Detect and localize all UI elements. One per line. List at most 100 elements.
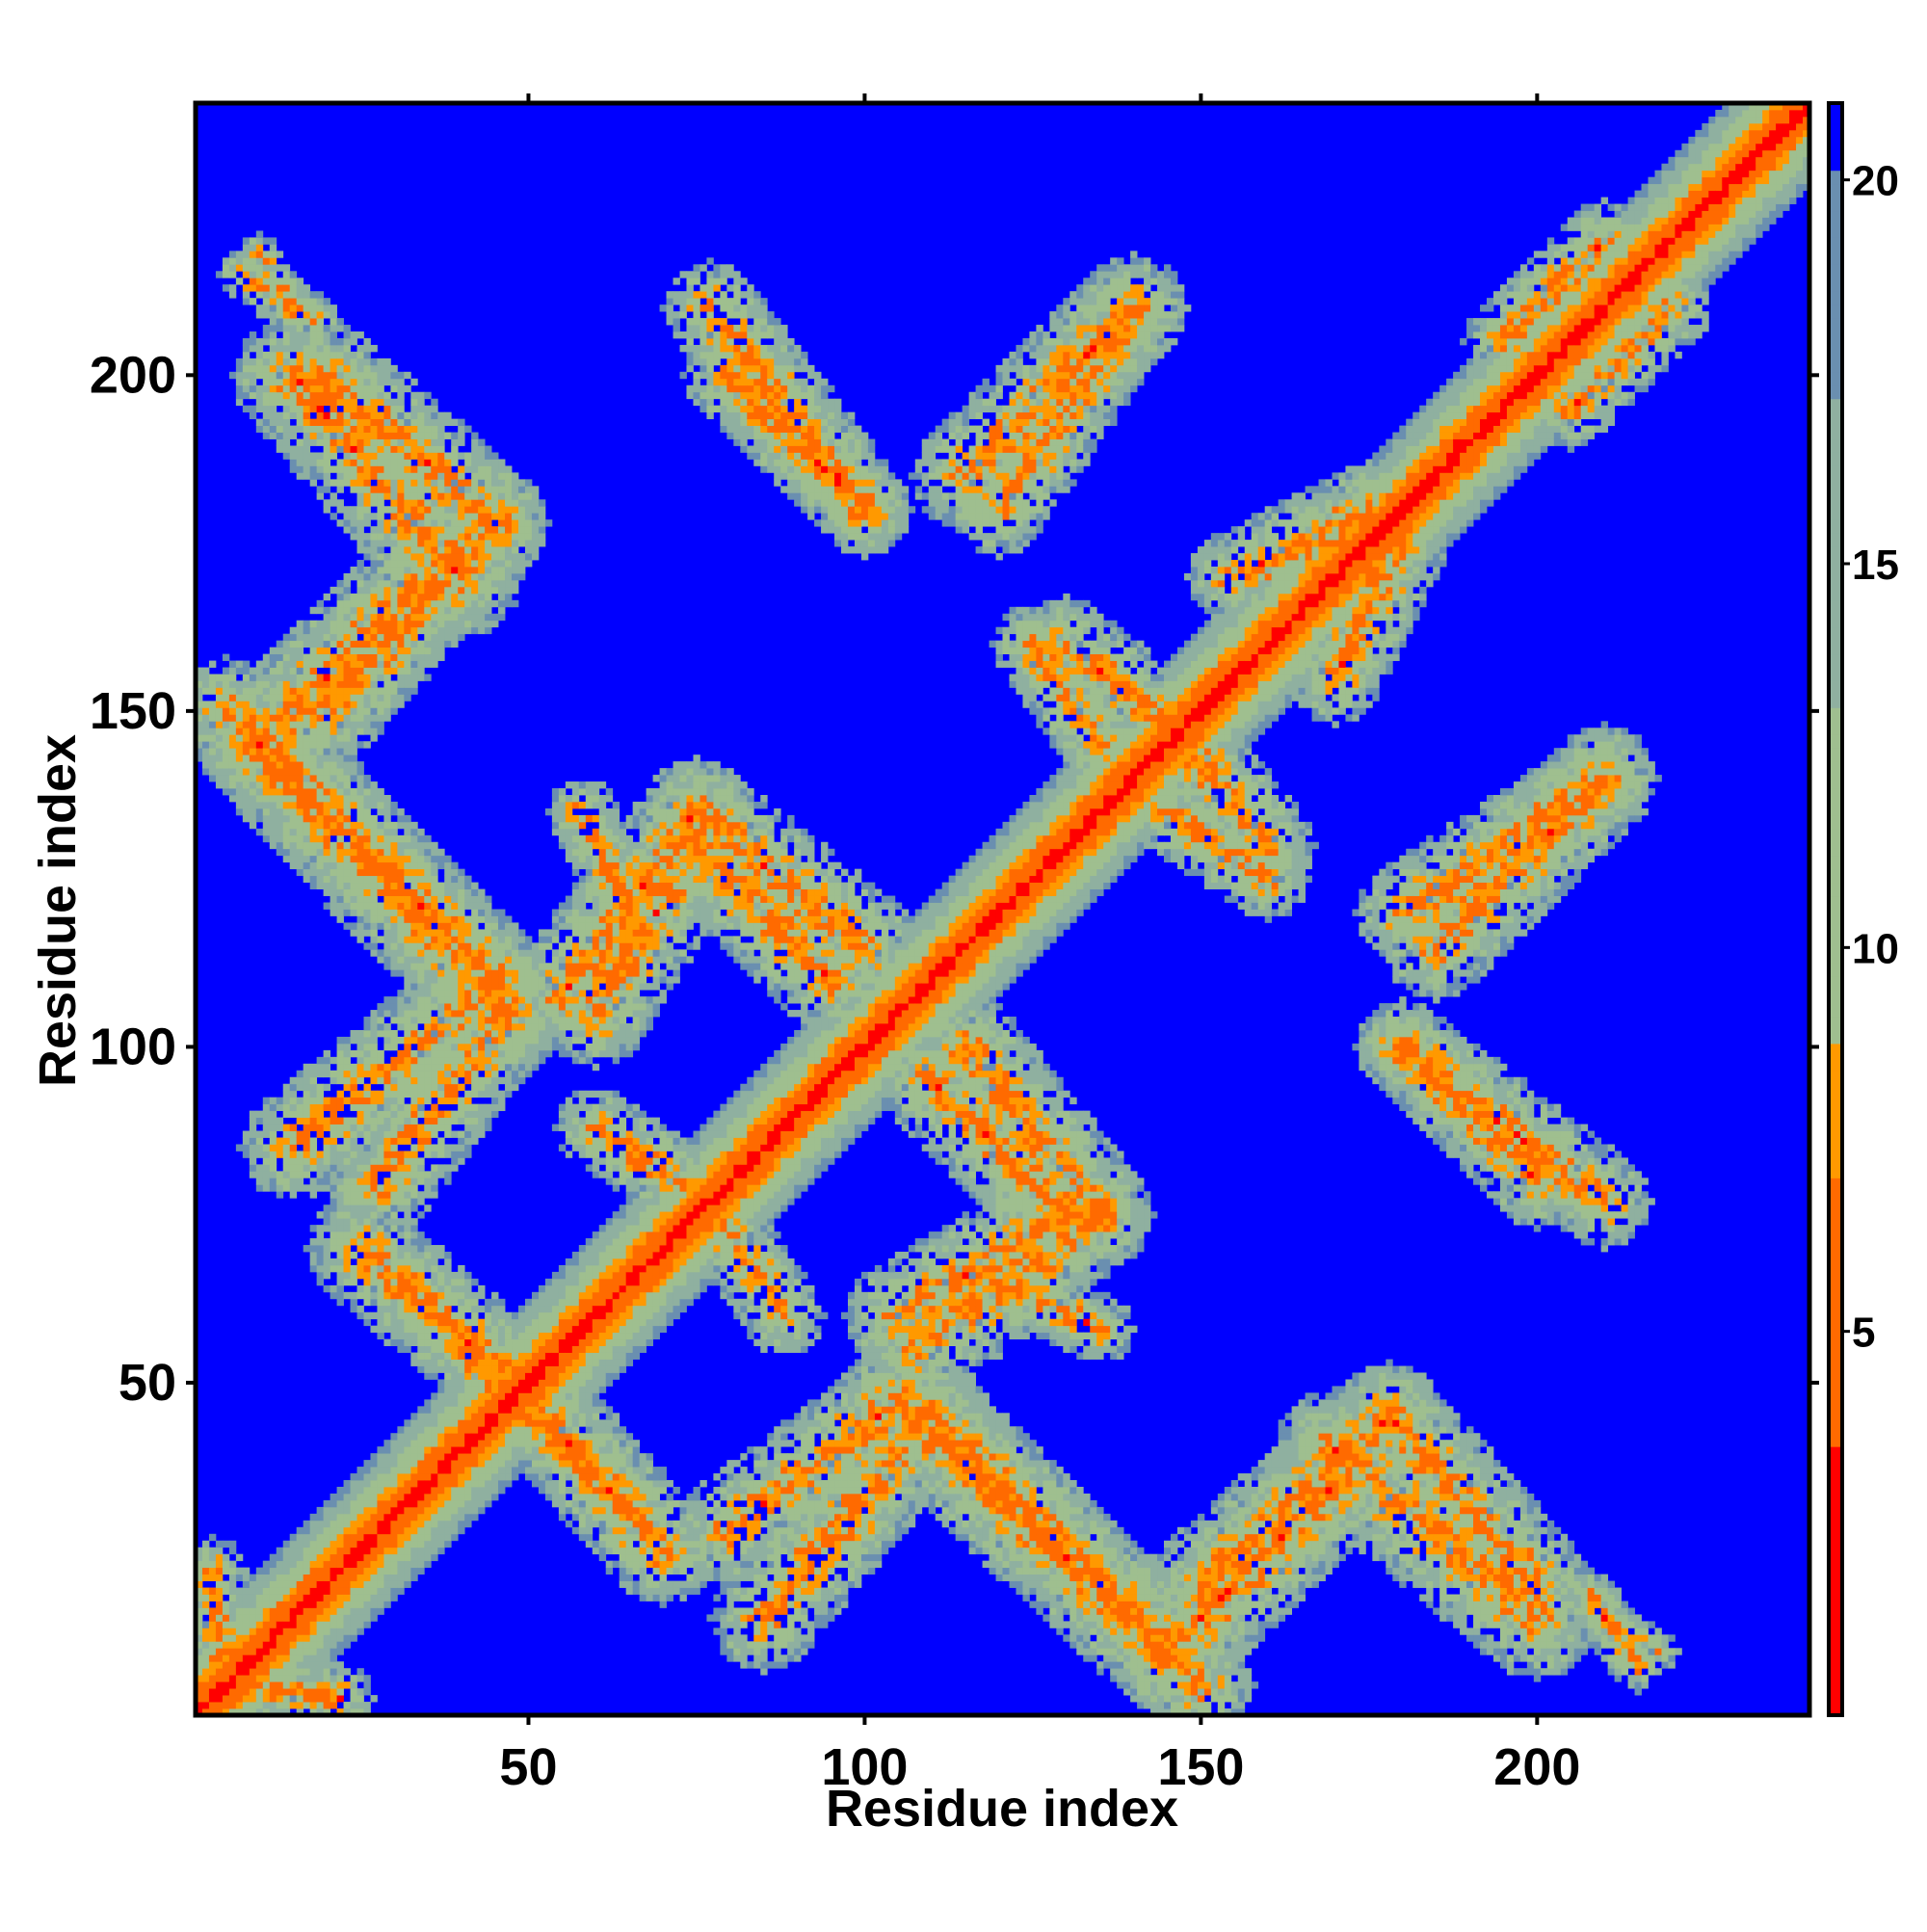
heatmap-cell [417,459,425,466]
heatmap-cell [330,344,337,353]
heatmap-cell [235,741,244,749]
heatmap-cell [363,1291,371,1300]
heatmap-cell [410,1257,418,1266]
heatmap-cell [330,1513,337,1522]
heatmap-cell [350,828,357,836]
heatmap-cell [431,586,438,595]
heatmap-cell [370,1036,378,1045]
heatmap-cell [437,540,445,547]
heatmap-cell [383,1231,391,1239]
heatmap-cell [410,519,418,527]
heatmap-cell [309,1708,318,1716]
heatmap-cell [390,371,398,380]
heatmap-cell [249,257,257,265]
heatmap-cell [424,1560,432,1569]
heatmap-cell [363,868,371,877]
heatmap-cell [356,566,364,574]
heatmap-cell [383,1318,391,1327]
heatmap-cell [309,707,318,715]
heatmap-cell [330,411,337,420]
heatmap-cell [431,1252,438,1259]
heatmap-cell [336,351,344,359]
heatmap-cell [370,714,378,722]
heatmap-cell [404,492,411,500]
heatmap-cell [410,1198,418,1205]
heatmap-cell [363,701,371,708]
heatmap-cell [303,1164,311,1172]
heatmap-cell [377,1049,384,1058]
heatmap-cell [397,438,405,446]
heatmap-cell [343,814,351,823]
heatmap-cell [363,694,371,701]
heatmap-cell [235,754,244,762]
heatmap-cell [390,929,398,937]
heatmap-cell [444,888,452,896]
heatmap-cell [410,1003,418,1011]
heatmap-cell [215,1641,224,1649]
heatmap-cell [424,1076,432,1085]
heatmap-cell [276,445,284,453]
heatmap-cell [289,1601,298,1608]
heatmap-cell [363,1257,371,1266]
heatmap-cell [356,432,364,439]
heatmap-cell [255,1164,264,1172]
heatmap-cell [424,895,432,903]
heatmap-cell [417,1278,425,1286]
heatmap-cell [397,1083,405,1092]
heatmap-cell [471,1480,479,1488]
heatmap-cell [424,996,432,1004]
heatmap-cell [309,1063,318,1072]
heatmap-cell [296,284,304,292]
heatmap-cell [316,1083,325,1092]
heatmap-cell [330,1621,337,1628]
heatmap-cell [383,936,391,943]
heatmap-cell [350,1499,357,1508]
heatmap-cell [458,492,465,500]
heatmap-cell [289,707,298,715]
heatmap-cell [410,1460,418,1468]
heatmap-cell [323,781,330,789]
heatmap-cell [404,1130,411,1138]
heatmap-cell [377,1567,384,1575]
heatmap-cell [350,694,357,701]
heatmap-cell [451,1056,459,1065]
heatmap-cell [303,1103,311,1112]
heatmap-cell [363,929,371,937]
heatmap-cell [363,1298,371,1307]
heatmap-cell [208,1702,217,1709]
heatmap-cell [485,1426,492,1434]
heatmap-cell [201,741,210,749]
heatmap-cell [303,707,311,715]
heatmap-cell [336,599,344,608]
heatmap-cell [437,438,445,446]
heatmap-cell [458,1130,465,1138]
heatmap-cell [303,653,311,661]
heatmap-cell [458,1399,465,1407]
heatmap-cell [282,264,291,272]
heatmap-cell [404,996,411,1004]
heatmap-cell [296,633,304,642]
heatmap-cell [410,633,418,642]
heatmap-cell [451,976,459,984]
heatmap-cell [451,479,459,487]
heatmap-cell [431,902,438,910]
heatmap-cell [397,418,405,426]
heatmap-cell [397,486,405,493]
heatmap-cell [323,1157,330,1165]
heatmap-cell [491,1480,499,1488]
heatmap-cell [491,949,499,957]
heatmap-cell [424,1049,432,1058]
heatmap-cell [390,680,398,688]
heatmap-cell [390,1291,398,1300]
heatmap-cell [458,418,465,426]
heatmap-cell [350,895,357,903]
heatmap-cell [330,1493,337,1501]
heatmap-cell [390,1547,398,1555]
heatmap-cell [458,432,465,439]
heatmap-cell [303,311,311,319]
heatmap-cell [255,1654,264,1662]
heatmap-cell [458,1305,465,1313]
heatmap-cell [336,1486,344,1495]
heatmap-cell [363,519,371,527]
heatmap-cell [303,781,311,789]
